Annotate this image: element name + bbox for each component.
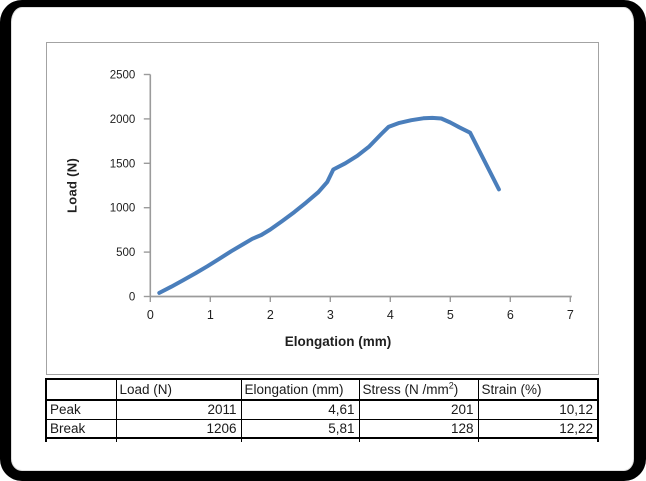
break-label: Break	[45, 418, 117, 439]
chart-canvas: 0 500 1000 1500 2000 2500 0 1 2 3 4 5 6 7	[110, 70, 574, 323]
table-header-row: Load (N) Elongation (mm) Stress (N /mm2)…	[45, 378, 599, 401]
svg-text:5: 5	[447, 308, 454, 322]
header-stress-base: Stress (N /mm	[362, 382, 449, 397]
peak-stress-value: 201	[358, 399, 479, 420]
svg-text:3: 3	[327, 308, 334, 322]
header-stress: Stress (N /mm2)	[358, 378, 479, 401]
peak-load-value: 2011	[115, 399, 242, 420]
svg-text:1: 1	[207, 308, 214, 322]
break-load-value: 1206	[115, 418, 242, 439]
svg-text:1000: 1000	[110, 203, 136, 215]
header-load: Load (N)	[115, 378, 242, 401]
break-stress-value: 128	[358, 418, 479, 439]
header-stress-sup: 2	[448, 380, 454, 391]
svg-text:0: 0	[129, 292, 135, 304]
svg-text:2000: 2000	[110, 114, 136, 126]
svg-text:7: 7	[567, 308, 574, 322]
svg-text:1500: 1500	[110, 158, 136, 170]
svg-text:0: 0	[147, 308, 154, 322]
break-strain-value: 12,22	[477, 418, 599, 439]
peak-elongation-value: 4,61	[240, 399, 360, 420]
results-table: Load (N) Elongation (mm) Stress (N /mm2)…	[45, 378, 599, 442]
header-stress-close: )	[453, 382, 459, 397]
stub-cell	[45, 437, 117, 442]
svg-text:6: 6	[507, 308, 514, 322]
header-strain: Strain (%)	[477, 378, 599, 401]
peak-label: Peak	[45, 399, 117, 420]
table-clipped-row	[45, 437, 599, 442]
stub-cell	[240, 437, 360, 442]
header-corner-cell	[45, 378, 117, 401]
svg-text:4: 4	[387, 308, 394, 322]
chart-area: 0 500 1000 1500 2000 2500 0 1 2 3 4 5 6 7 Load (N) El…	[46, 42, 599, 375]
peak-strain-value: 10,12	[477, 399, 599, 420]
header-elongation: Elongation (mm)	[240, 378, 360, 401]
stub-cell	[115, 437, 242, 442]
table-row-peak: Peak 2011 4,61 201 10,12	[45, 399, 599, 420]
break-elongation-value: 5,81	[240, 418, 360, 439]
svg-text:2500: 2500	[110, 70, 136, 82]
x-axis-title: Elongation (mm)	[284, 334, 392, 349]
table-row-break: Break 1206 5,81 128 12,22	[45, 418, 599, 439]
svg-text:2: 2	[267, 308, 274, 322]
svg-text:500: 500	[116, 247, 135, 259]
y-axis-title: Load (N)	[64, 157, 80, 214]
stub-cell	[477, 437, 599, 442]
stub-cell	[358, 437, 479, 442]
